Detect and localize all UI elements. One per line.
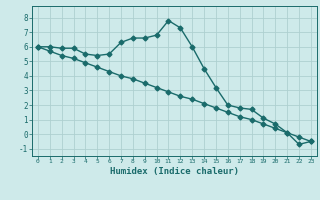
X-axis label: Humidex (Indice chaleur): Humidex (Indice chaleur) xyxy=(110,167,239,176)
